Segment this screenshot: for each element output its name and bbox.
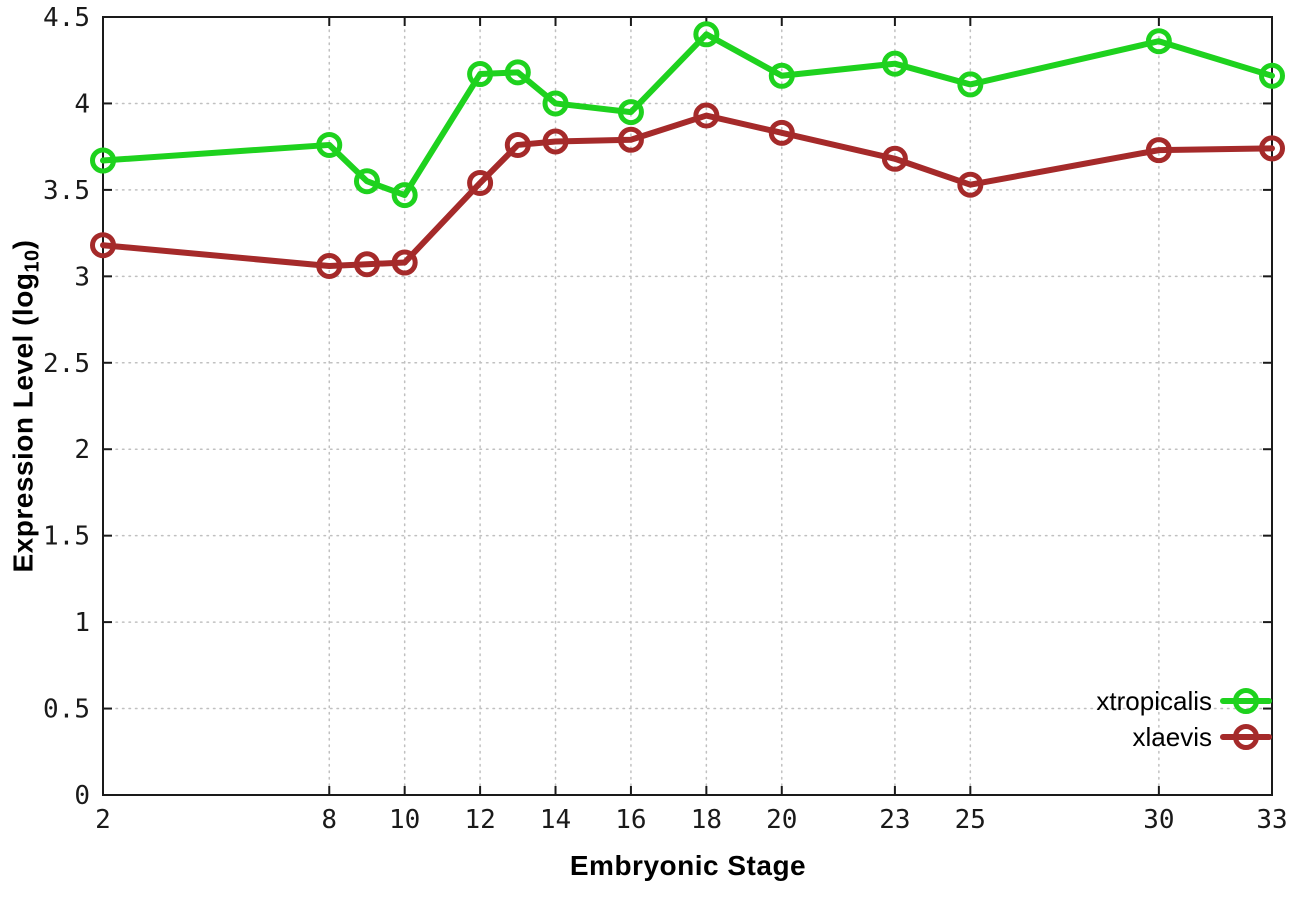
data-point-xlaevis <box>617 126 644 153</box>
y-axis-title-main: Expression Level (log <box>7 272 39 573</box>
data-point-xtropicalis <box>353 168 380 195</box>
x-tick-label: 10 <box>389 805 420 835</box>
y-tick-label: 4 <box>74 89 90 119</box>
x-tick-label: 14 <box>540 805 571 835</box>
legend-marker-icon-xlaevis <box>1233 724 1259 750</box>
data-point-xtropicalis <box>881 50 908 77</box>
data-point-xlaevis <box>957 171 984 198</box>
x-tick-label: 25 <box>955 805 986 835</box>
y-axis-title: Expression Level (log10) <box>8 240 45 573</box>
data-point-xlaevis <box>504 131 531 158</box>
y-tick-label: 0 <box>74 781 90 811</box>
data-point-xtropicalis <box>504 59 531 86</box>
data-point-xtropicalis <box>1259 62 1285 89</box>
data-point-xlaevis <box>1259 135 1285 162</box>
data-point-xlaevis <box>542 128 569 155</box>
y-tick-label: 4.5 <box>43 3 90 33</box>
x-tick-label: 12 <box>464 805 495 835</box>
x-tick-label: 30 <box>1143 805 1174 835</box>
y-axis-title-subscript: 10 <box>21 249 44 273</box>
plot-border <box>102 16 1273 796</box>
y-tick-label: 3.5 <box>43 176 90 206</box>
data-point-xtropicalis <box>1145 28 1172 55</box>
data-point-xtropicalis <box>542 90 569 117</box>
data-point-xlaevis <box>881 145 908 172</box>
data-point-xlaevis <box>391 249 418 276</box>
data-point-xlaevis <box>316 252 343 279</box>
y-tick-label: 0.5 <box>43 695 90 725</box>
y-tick-label: 1.5 <box>43 522 90 552</box>
data-point-xtropicalis <box>90 147 116 174</box>
y-tick-label: 1 <box>74 608 90 638</box>
x-tick-label: 33 <box>1256 805 1287 835</box>
data-point-xlaevis <box>353 251 380 278</box>
series-line-xlaevis <box>100 112 1275 269</box>
y-tick-label: 3 <box>74 262 90 292</box>
x-tick-label: 8 <box>321 805 337 835</box>
x-tick-label: 20 <box>766 805 797 835</box>
x-tick-label: 2 <box>95 805 111 835</box>
x-tick-label: 18 <box>691 805 722 835</box>
data-point-xtropicalis <box>467 61 494 88</box>
legend-marker-icon-xtropicalis <box>1233 688 1259 714</box>
data-point-xtropicalis <box>768 62 795 89</box>
data-point-xlaevis <box>693 102 720 129</box>
legend-label-xlaevis: xlaevis <box>1133 722 1212 752</box>
data-point-xlaevis <box>467 169 494 196</box>
y-tick-label: 2 <box>74 435 90 465</box>
data-point-xtropicalis <box>957 71 984 98</box>
x-tick-label: 16 <box>615 805 646 835</box>
data-point-xlaevis <box>1145 137 1172 164</box>
data-point-xtropicalis <box>617 99 644 126</box>
data-point-xlaevis <box>768 119 795 146</box>
data-point-xtropicalis <box>693 21 720 48</box>
data-point-xlaevis <box>90 232 116 259</box>
legend-label-xtropicalis: xtropicalis <box>1096 686 1212 716</box>
series-line-xtropicalis <box>100 31 1275 199</box>
data-point-xtropicalis <box>391 182 418 209</box>
y-axis-title-close: ) <box>7 239 39 250</box>
x-axis-title: Embryonic Stage <box>569 850 807 881</box>
x-tick-label: 23 <box>879 805 910 835</box>
data-point-xtropicalis <box>316 131 343 158</box>
y-tick-label: 2.5 <box>43 349 90 379</box>
